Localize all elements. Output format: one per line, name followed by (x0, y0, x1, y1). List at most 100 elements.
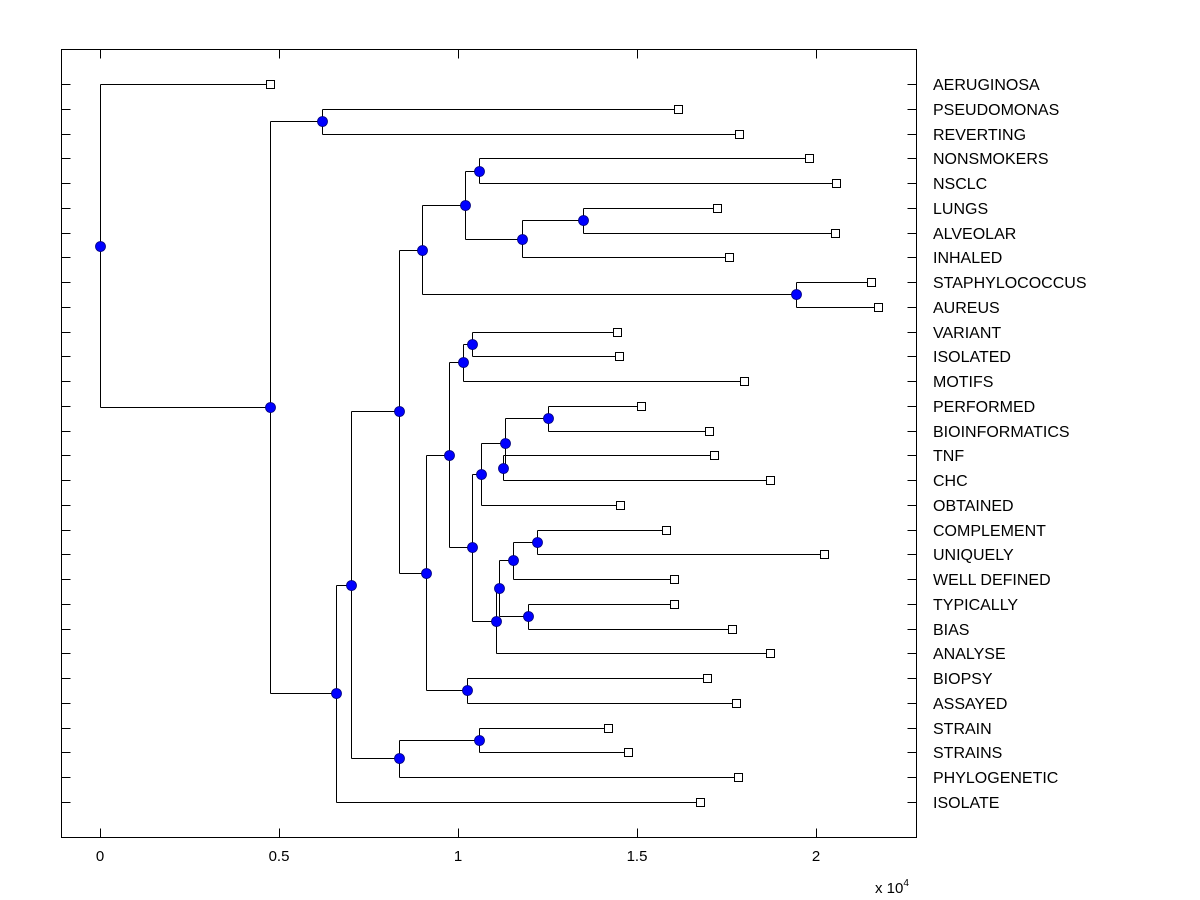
leaf-label: VARIANT (933, 325, 1001, 342)
leaf-marker (710, 451, 719, 460)
leaf-labels: AERUGINOSA PSEUDOMONAS REVERTING NONSMOKERS… (933, 77, 1087, 812)
leaf-marker (613, 328, 622, 337)
leaf-marker (674, 105, 683, 114)
leaf-marker (725, 253, 734, 262)
cluster-node-marker (265, 402, 276, 413)
leaf-label: BIOPSY (933, 671, 993, 688)
leaf-marker (662, 526, 671, 535)
leaf-marker (735, 130, 744, 139)
cluster-node-marker (500, 438, 511, 449)
leaf-marker (820, 550, 829, 559)
leaf-marker (604, 724, 613, 733)
leaf-marker (732, 699, 741, 708)
leaf-marker (713, 204, 722, 213)
leaf-marker (728, 625, 737, 634)
cluster-node-marker (508, 555, 519, 566)
leaf-marker (832, 179, 841, 188)
leaf-label: STRAINS (933, 745, 1002, 762)
leaf-marker (703, 674, 712, 683)
cluster-node-marker (346, 580, 357, 591)
leaf-marker (624, 748, 633, 757)
leaf-label: ISOLATE (933, 795, 999, 812)
cluster-node-marker (791, 289, 802, 300)
leaf-marker (805, 154, 814, 163)
cluster-node-marker (467, 339, 478, 350)
cluster-node-marker (491, 616, 502, 627)
leaf-marker (705, 427, 714, 436)
x-tick-label: 1.5 (627, 848, 648, 865)
cluster-node-marker (498, 463, 509, 474)
leaf-label: ANALYSE (933, 646, 1006, 663)
leaf-marker (740, 377, 749, 386)
cluster-node-marker (532, 537, 543, 548)
node-markers (95, 116, 802, 764)
leaf-marker (874, 303, 883, 312)
x-tick-label: 1 (454, 848, 462, 865)
leaf-label: BIAS (933, 622, 969, 639)
cluster-node-marker (578, 215, 589, 226)
leaf-label: PERFORMED (933, 399, 1035, 416)
leaf-marker (616, 501, 625, 510)
leaf-marker (831, 229, 840, 238)
cluster-node-marker (444, 450, 455, 461)
cluster-node-marker (458, 357, 469, 368)
cluster-node-marker (474, 166, 485, 177)
leaf-label: NSCLC (933, 176, 987, 193)
leaf-label: TYPICALLY (933, 597, 1018, 614)
leaf-marker (867, 278, 876, 287)
leaf-marker (670, 575, 679, 584)
cluster-node-marker (421, 568, 432, 579)
cluster-node-marker (394, 753, 405, 764)
cluster-node-marker (474, 735, 485, 746)
leaf-label: UNIQUELY (933, 547, 1014, 564)
leaf-marker (637, 402, 646, 411)
x-tick-label: 2 (812, 848, 820, 865)
cluster-node-marker (476, 469, 487, 480)
leaf-label: BIOINFORMATICS (933, 424, 1070, 441)
cluster-node-marker (417, 245, 428, 256)
leaf-markers (266, 80, 883, 807)
leaf-label: ISOLATED (933, 349, 1011, 366)
x-tick-label: 0 (96, 848, 104, 865)
leaf-label: COMPLEMENT (933, 523, 1046, 540)
leaf-label: AUREUS (933, 300, 1000, 317)
x-axis: 0 0.5 1 1.5 2 (96, 49, 820, 865)
leaf-marker (615, 352, 624, 361)
cluster-node-marker (460, 200, 471, 211)
cluster-node-marker (331, 688, 342, 699)
leaf-label: REVERTING (933, 127, 1026, 144)
leaf-label: TNF (933, 448, 964, 465)
cluster-node-marker (95, 241, 106, 252)
leaf-label: NONSMOKERS (933, 151, 1049, 168)
leaf-label: MOTIFS (933, 374, 993, 391)
leaf-marker (696, 798, 705, 807)
x-multiplier-label: x 104 (875, 878, 909, 897)
leaf-label: PSEUDOMONAS (933, 102, 1059, 119)
cluster-node-marker (394, 406, 405, 417)
cluster-node-marker (494, 583, 505, 594)
leaf-label: ALVEOLAR (933, 226, 1016, 243)
cluster-node-marker (462, 685, 473, 696)
leaf-label: CHC (933, 473, 968, 490)
leaf-marker (266, 80, 275, 89)
cluster-node-marker (523, 611, 534, 622)
leaf-label: STAPHYLOCOCCUS (933, 275, 1087, 292)
x-tick-label: 0.5 (269, 848, 290, 865)
leaf-label: LUNGS (933, 201, 988, 218)
leaf-label: WELL DEFINED (933, 572, 1051, 589)
leaf-label: INHALED (933, 250, 1002, 267)
cluster-node-marker (517, 234, 528, 245)
cluster-node-marker (543, 413, 554, 424)
leaf-label: STRAIN (933, 721, 992, 738)
leaf-label: AERUGINOSA (933, 77, 1040, 94)
leaf-marker (670, 600, 679, 609)
leaf-marker (766, 476, 775, 485)
x-multiplier-exponent: 4 (903, 878, 909, 889)
leaf-label: OBTAINED (933, 498, 1014, 515)
y-axis (61, 84, 917, 803)
leaf-label: ASSAYED (933, 696, 1007, 713)
leaf-marker (734, 773, 743, 782)
leaf-label: PHYLOGENETIC (933, 770, 1058, 787)
cluster-node-marker (317, 116, 328, 127)
